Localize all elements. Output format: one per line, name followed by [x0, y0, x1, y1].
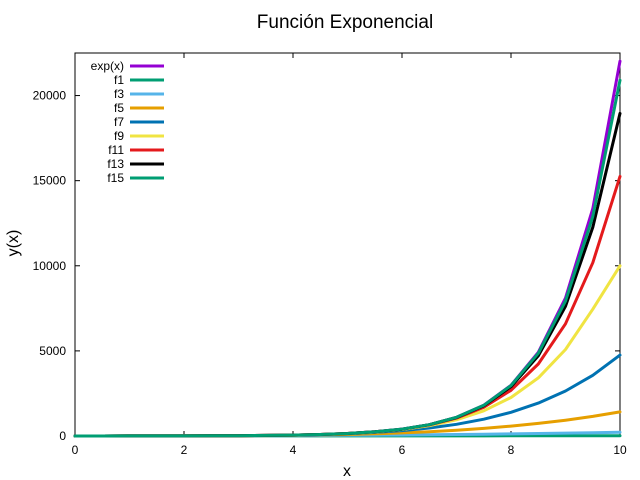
chart-title: Función Exponencial	[257, 12, 433, 33]
y-tick-label: 0	[59, 429, 66, 443]
series-line-f15	[73, 78, 622, 438]
y-tick-label: 15000	[33, 174, 67, 188]
series-line-f13	[73, 111, 622, 438]
x-tick-label: 0	[72, 443, 79, 457]
axis-ticks: 0 2 4 6 8 10 0 5000 10000 15000 20000	[33, 53, 627, 457]
legend-label: exp(x)	[91, 59, 124, 73]
x-tick-label: 2	[181, 443, 188, 457]
y-tick-label: 5000	[39, 344, 66, 358]
y-tick-label: 10000	[33, 259, 67, 273]
legend-label: f15	[107, 171, 124, 185]
legend-label: f1	[114, 73, 124, 87]
legend-label: f13	[107, 157, 124, 171]
y-tick-label: 20000	[33, 89, 67, 103]
x-tick-label: 6	[399, 443, 406, 457]
legend-label: f3	[114, 87, 124, 101]
x-axis-label: x	[343, 463, 351, 480]
legend-label: f11	[108, 143, 124, 157]
series-line-f11	[73, 174, 622, 438]
legend-label: f5	[114, 101, 124, 115]
y-axis-label: y(x)	[5, 230, 22, 257]
legend-label: f9	[114, 129, 124, 143]
legend-label: f7	[114, 115, 124, 129]
x-tick-label: 8	[508, 443, 515, 457]
x-tick-label: 4	[290, 443, 297, 457]
x-tick-label: 10	[613, 443, 627, 457]
series-lines	[73, 59, 622, 438]
